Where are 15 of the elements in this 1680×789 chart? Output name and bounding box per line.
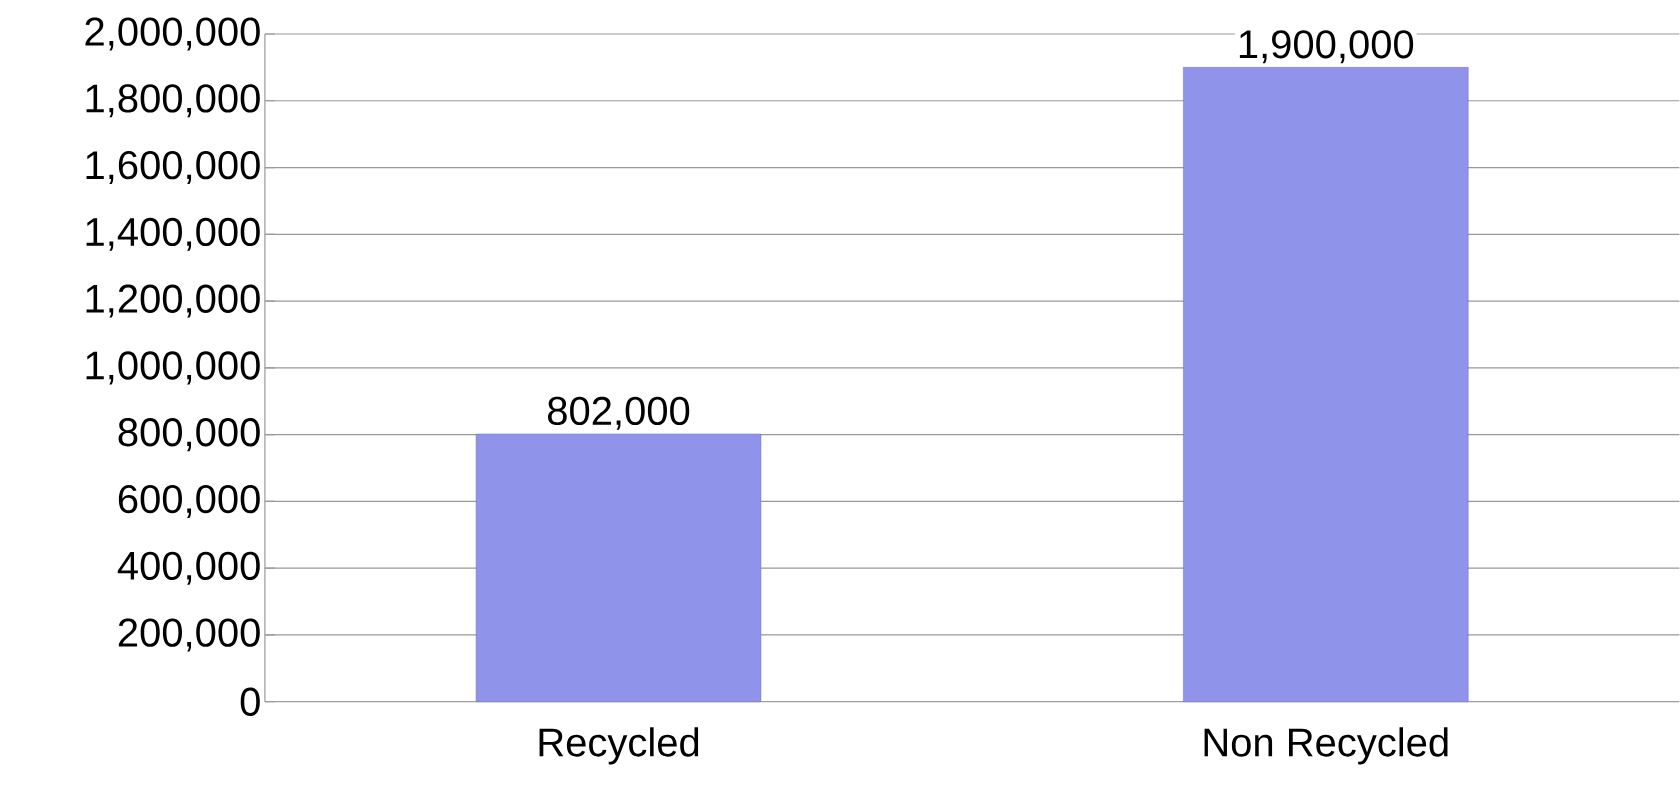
- y-tick-label: 0: [240, 687, 260, 717]
- data-label: 1,900,000: [1239, 30, 1414, 64]
- x-tick-label: Recycled: [539, 727, 699, 765]
- y-tick-label: 400,000: [117, 551, 260, 585]
- data-label: 802,000: [548, 396, 690, 430]
- y-tick-label: 1,200,000: [86, 284, 260, 318]
- y-tick-label: 600,000: [118, 485, 260, 519]
- y-tick-label: 2,000,000: [85, 17, 260, 51]
- y-tick-label: 1,800,000: [86, 84, 260, 118]
- x-tick-label: Non Recycled: [1204, 727, 1448, 765]
- y-tick-label: 200,000: [118, 618, 260, 652]
- y-tick-label: 800,000: [118, 418, 260, 452]
- y-tick-label: 1,400,000: [86, 217, 260, 251]
- y-tick-label: 1,000,000: [86, 351, 260, 385]
- y-tick-label: 1,600,000: [86, 151, 260, 185]
